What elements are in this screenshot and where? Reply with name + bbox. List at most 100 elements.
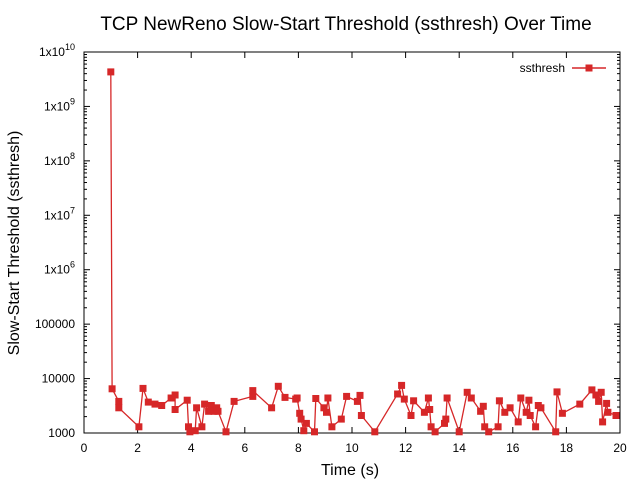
chart-title: TCP NewReno Slow-Start Threshold (ssthre… (100, 14, 591, 35)
data-point (311, 428, 318, 436)
data-point (431, 428, 439, 436)
data-point (426, 406, 434, 413)
data-point (207, 402, 215, 409)
data-point (324, 394, 332, 402)
y-tick-label: 1x106 (44, 260, 75, 277)
data-point (604, 408, 612, 416)
data-point (167, 394, 175, 402)
data-point (312, 395, 320, 402)
data-point (494, 423, 502, 431)
x-tick-label: 2 (134, 441, 141, 455)
data-point (501, 408, 509, 416)
series-line (110, 71, 617, 435)
legend-label: ssthresh (520, 61, 565, 75)
data-point (595, 397, 603, 405)
data-point (115, 404, 123, 412)
legend: ssthresh (520, 61, 606, 75)
y-tick-label: 1x1010 (39, 42, 75, 59)
x-tick-label: 16 (506, 441, 520, 455)
data-point (410, 397, 418, 405)
data-point (427, 423, 435, 431)
x-axis: 0 2 4 6 8 10 12 14 16 18 20 (81, 52, 627, 455)
x-tick-label: 0 (81, 441, 88, 455)
data-point (328, 423, 336, 431)
y-tick-label: 1x108 (44, 151, 75, 168)
data-point (230, 397, 238, 405)
data-point (455, 428, 463, 436)
x-tick-label: 12 (399, 441, 413, 455)
data-point (320, 404, 328, 412)
data-point (151, 400, 159, 408)
data-point (186, 428, 194, 436)
data-point (553, 388, 561, 396)
data-point (158, 402, 166, 409)
data-point (443, 394, 451, 402)
data-point (353, 397, 361, 405)
data-point (526, 412, 534, 419)
data-point (394, 390, 402, 398)
data-point (597, 388, 605, 396)
data-point (357, 412, 365, 419)
data-point (201, 400, 209, 408)
data-point (185, 423, 192, 431)
data-point (356, 391, 364, 399)
data-point (603, 399, 611, 407)
data-point (371, 428, 379, 436)
data-point (506, 404, 514, 412)
data-point (424, 394, 432, 402)
data-point (296, 409, 304, 417)
data-point (485, 428, 493, 436)
data-point (495, 397, 503, 405)
x-axis-label: Time (s) (321, 462, 379, 479)
data-point (588, 386, 596, 394)
data-point (193, 404, 201, 412)
data-point (442, 415, 450, 423)
data-point (144, 398, 152, 406)
plot-area-border (83, 51, 621, 434)
data-point (537, 404, 545, 412)
x-tick-label: 18 (560, 441, 574, 455)
data-point (268, 404, 276, 412)
data-point (552, 428, 560, 436)
y-tick-label: 100000 (35, 317, 75, 331)
y-tick-label: 10000 (42, 372, 76, 386)
data-point (612, 412, 620, 419)
data-point (205, 407, 213, 415)
data-point (479, 402, 487, 410)
data-point (191, 427, 199, 435)
data-point (522, 408, 530, 416)
x-tick-label: 10 (345, 441, 359, 455)
data-point (467, 394, 475, 402)
data-point (525, 396, 533, 404)
data-point (532, 423, 540, 431)
data-point (441, 419, 448, 427)
data-point (463, 388, 471, 396)
x-tick-label: 8 (295, 441, 302, 455)
data-point (407, 412, 415, 419)
data-point (183, 396, 191, 404)
data-point (249, 392, 257, 400)
data-point (293, 394, 301, 402)
data-point (297, 415, 305, 423)
data-point (337, 415, 345, 423)
data-point (108, 385, 116, 393)
data-point (222, 428, 230, 436)
y-tick-label: 1000 (48, 426, 75, 440)
data-point (599, 418, 607, 426)
x-tick-label: 20 (613, 441, 627, 455)
data-point (576, 400, 584, 408)
data-point (514, 418, 522, 426)
data-point (420, 408, 428, 416)
x-tick-label: 14 (453, 441, 467, 455)
x-tick-label: 6 (241, 441, 248, 455)
data-point (281, 393, 289, 401)
y-tick-label: 1x107 (44, 205, 75, 222)
data-point (481, 423, 489, 431)
data-point (198, 423, 206, 431)
y-tick-label: 1x109 (44, 96, 75, 113)
data-point (115, 397, 123, 405)
series-ssthresh (107, 68, 620, 436)
legend-marker (585, 64, 593, 72)
y-axis-label: Slow-Start Threshold (ssthresh) (6, 131, 23, 356)
